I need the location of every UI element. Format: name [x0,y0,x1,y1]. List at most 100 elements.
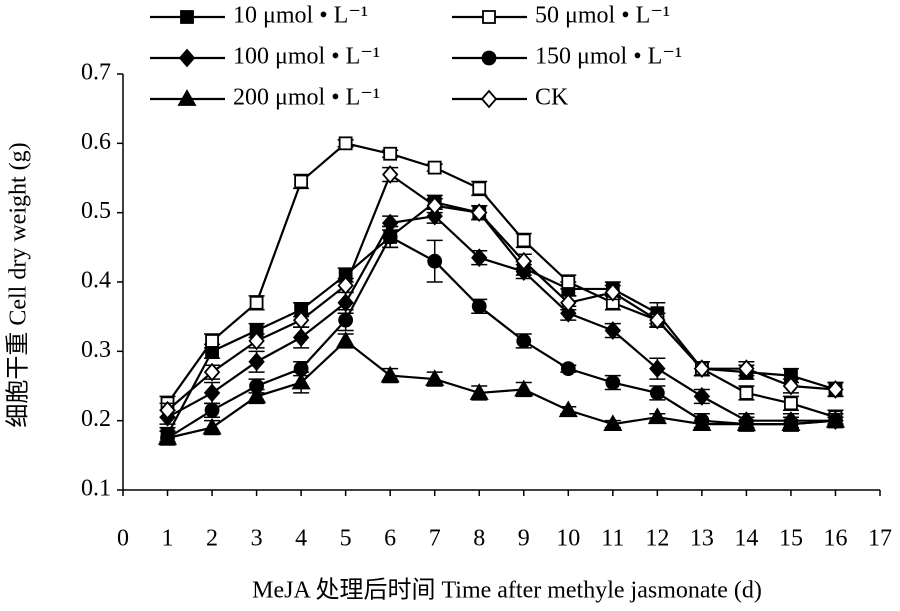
x-tick-label: 9 [518,526,530,552]
data-point [516,233,531,248]
data-point [338,312,354,328]
data-point [693,387,711,406]
x-tick-label: 8 [473,526,485,552]
legend-marker [480,89,498,109]
data-point [380,365,400,383]
data-point [693,359,711,379]
series-line [167,214,836,422]
x-tick-label: 17 [868,526,892,552]
x-tick-label: 15 [779,526,803,552]
x-tick-label: 10 [556,526,580,552]
series-line [167,339,836,440]
data-point [561,275,576,289]
data-point [427,253,443,269]
data-point [649,359,666,379]
data-point [382,229,398,245]
data-point [425,369,445,386]
x-tick-label: 16 [823,526,847,552]
x-tick-label: 0 [117,526,129,552]
x-tick-label: 13 [690,526,714,552]
data-point [782,376,800,396]
x-axis-title: MeJA 处理后时间 Time after methyle jasmonate … [252,577,762,604]
data-point [426,196,443,216]
data-point [516,333,532,349]
data-point [338,136,353,151]
x-tick-label: 3 [251,526,263,552]
data-point [827,380,844,399]
series-line [166,172,836,412]
data-point [469,383,489,400]
y-tick-label: 0.1 [81,476,111,502]
data-point [337,276,354,295]
data-point [649,385,665,401]
y-tick-label: 0.5 [81,198,111,224]
legend-marker [177,89,197,106]
data-point [202,417,222,435]
data-point [472,181,487,196]
data-point [471,248,488,268]
data-point [294,174,309,189]
data-point [292,310,310,330]
data-point [203,383,221,403]
legend-label: 10 μmol • L⁻¹ [233,3,368,29]
legend-label: CK [535,85,569,111]
data-point [603,414,623,432]
data-point [738,359,755,379]
series-line [166,201,836,436]
data-point [649,310,666,330]
data-point [736,414,756,432]
data-point [157,428,178,445]
data-point [471,203,488,223]
data-point [381,165,399,184]
x-tick-label: 7 [429,526,441,552]
data-point [605,375,621,390]
y-tick-label: 0.7 [81,60,111,86]
data-point [515,251,532,271]
data-point [692,414,712,432]
data-point [248,352,265,372]
y-tick-label: 0.4 [81,268,111,294]
x-tick-label: 14 [734,526,758,552]
data-point [247,386,267,404]
data-point [604,321,622,340]
x-tick-label: 4 [295,526,307,552]
data-point [159,400,176,420]
data-point [205,334,219,348]
series-line [166,235,836,439]
data-point [292,328,310,347]
legend-marker [481,50,497,66]
data-point [784,396,798,411]
legend-marker [180,10,194,24]
data-point [560,293,577,313]
x-tick-label: 11 [601,526,624,552]
data-point [427,160,442,175]
x-tick-label: 2 [206,526,218,552]
data-point [248,331,265,351]
x-tick-label: 6 [384,526,396,552]
y-axis-title: 细胞干重 Cell dry weight (g) [5,142,32,427]
legend-marker [482,10,496,24]
data-point [471,298,487,314]
data-point [249,295,264,310]
data-point [291,372,311,390]
y-tick-label: 0.3 [81,337,111,363]
data-point [604,283,622,302]
data-point [739,386,754,400]
legend-label: 50 μmol • L⁻¹ [535,3,670,29]
legend-marker [178,48,196,68]
legend-label: 200 μmol • L⁻¹ [233,85,380,111]
x-tick-label: 1 [162,526,174,552]
data-point [558,400,578,418]
data-point [203,362,221,382]
data-point [647,407,667,425]
data-point [781,414,801,432]
x-tick-label: 12 [645,526,669,552]
data-point [336,331,356,348]
series-line [166,142,836,419]
data-point [383,146,398,161]
x-tick-label: 5 [340,526,352,552]
data-point [825,410,846,428]
y-tick-label: 0.2 [81,406,111,432]
legend-label: 100 μmol • L⁻¹ [233,44,380,70]
